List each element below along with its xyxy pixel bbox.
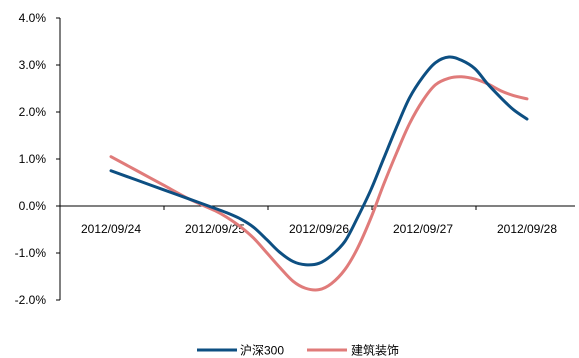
series-layer [109, 55, 529, 292]
y-tick-label: 4.0% [19, 11, 47, 25]
y-tick-label: -1.0% [15, 246, 47, 260]
y-tick-label: 1.0% [19, 152, 47, 166]
legend-label-0: 沪深300 [240, 344, 284, 358]
y-tick-label: -2.0% [15, 293, 47, 307]
x-tick-label: 2012/09/26 [289, 222, 349, 236]
y-tick-label: 3.0% [19, 58, 47, 72]
series-line-1 [109, 75, 529, 292]
y-axis: -2.0% -1.0% 0.0% 1.0% 2.0% 3.0% 4.0% [15, 11, 61, 307]
series-line-0 [109, 55, 529, 267]
y-tick-label: 0.0% [19, 199, 47, 213]
x-tick-label: 2012/09/27 [393, 222, 453, 236]
x-tick-label: 2012/09/24 [81, 222, 141, 236]
legend-label-1: 建筑装饰 [351, 343, 399, 358]
x-axis: 2012/09/24 2012/09/25 2012/09/26 2012/09/27… [60, 205, 575, 236]
legend: 沪深300 建筑装饰 [197, 343, 399, 358]
x-tick-label: 2012/09/28 [497, 222, 557, 236]
x-tick-label: 2012/09/25 [185, 222, 245, 236]
y-tick-label: 2.0% [19, 105, 47, 119]
